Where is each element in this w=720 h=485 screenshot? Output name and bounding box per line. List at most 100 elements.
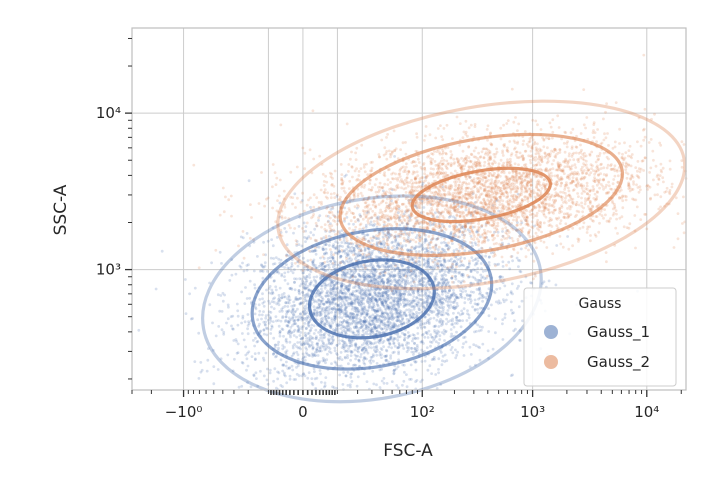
data-point: [345, 375, 348, 378]
data-point: [341, 305, 344, 308]
data-point: [315, 253, 318, 256]
data-point: [469, 294, 472, 297]
data-point: [289, 171, 292, 174]
data-point: [511, 312, 514, 315]
data-point: [634, 247, 637, 250]
data-point: [215, 335, 218, 338]
data-point: [295, 336, 298, 339]
data-point: [272, 257, 275, 260]
data-point: [363, 319, 366, 322]
data-point: [384, 234, 387, 237]
data-point: [326, 191, 329, 194]
data-point: [373, 317, 376, 320]
data-point: [387, 231, 390, 234]
data-point: [284, 279, 287, 282]
data-point: [338, 311, 341, 314]
data-point: [390, 274, 393, 277]
data-point: [393, 351, 396, 354]
data-point: [450, 335, 453, 338]
data-point: [462, 312, 465, 315]
data-point: [383, 280, 386, 283]
data-point: [267, 240, 270, 243]
data-point: [335, 362, 338, 365]
data-point: [452, 158, 455, 161]
data-point: [326, 260, 329, 263]
data-point: [315, 275, 318, 278]
data-point: [295, 316, 298, 319]
data-point: [375, 255, 378, 258]
data-point: [294, 288, 297, 291]
data-point: [329, 217, 332, 220]
data-point: [405, 344, 408, 347]
data-point: [439, 264, 442, 267]
data-point: [461, 319, 464, 322]
data-point: [644, 136, 647, 139]
data-point: [560, 219, 563, 222]
data-point: [624, 151, 627, 154]
data-point: [502, 260, 505, 263]
data-point: [309, 206, 312, 209]
data-point: [453, 249, 456, 252]
data-point: [511, 374, 514, 377]
data-point: [407, 336, 410, 339]
data-point: [317, 219, 320, 222]
data-point: [357, 375, 360, 378]
data-point: [330, 208, 333, 211]
data-point: [283, 296, 286, 299]
data-point: [437, 342, 440, 345]
data-point: [328, 300, 331, 303]
data-point: [387, 304, 390, 307]
data-point: [461, 291, 464, 294]
data-point: [246, 297, 249, 300]
data-point: [447, 320, 450, 323]
data-point: [288, 366, 291, 369]
data-point: [314, 299, 317, 302]
data-point: [433, 337, 436, 340]
data-point: [267, 314, 270, 317]
data-point: [244, 286, 247, 289]
data-point: [285, 310, 288, 313]
data-point: [511, 293, 514, 296]
data-point: [230, 325, 233, 328]
data-point: [437, 371, 440, 374]
data-point: [456, 351, 459, 354]
data-point: [363, 363, 366, 366]
data-point: [244, 354, 247, 357]
data-point: [494, 331, 497, 334]
data-point: [383, 382, 386, 385]
data-point: [469, 346, 472, 349]
data-point: [312, 347, 315, 350]
data-point: [423, 259, 426, 262]
data-point: [403, 293, 406, 296]
data-point: [273, 307, 276, 310]
data-point: [246, 232, 249, 235]
data-point: [389, 354, 392, 357]
data-point: [338, 342, 341, 345]
data-point: [321, 285, 324, 288]
data-point: [373, 346, 376, 349]
data-point: [347, 384, 350, 387]
data-point: [428, 364, 431, 367]
data-point: [430, 273, 433, 276]
data-point: [414, 269, 417, 272]
data-point: [375, 383, 378, 386]
data-point: [503, 285, 506, 288]
data-point: [392, 267, 395, 270]
data-point: [306, 268, 309, 271]
data-point: [137, 329, 140, 332]
data-point: [338, 316, 341, 319]
data-point: [648, 171, 651, 174]
data-point: [332, 338, 335, 341]
data-point: [344, 326, 347, 329]
data-point: [340, 351, 343, 354]
data-point: [383, 315, 386, 318]
data-point: [354, 267, 357, 270]
data-point: [305, 279, 308, 282]
data-point: [268, 302, 271, 305]
data-point: [340, 281, 343, 284]
data-point: [502, 265, 505, 268]
data-point: [405, 373, 408, 376]
data-point: [328, 263, 331, 266]
data-point: [447, 305, 450, 308]
data-point: [370, 237, 373, 240]
